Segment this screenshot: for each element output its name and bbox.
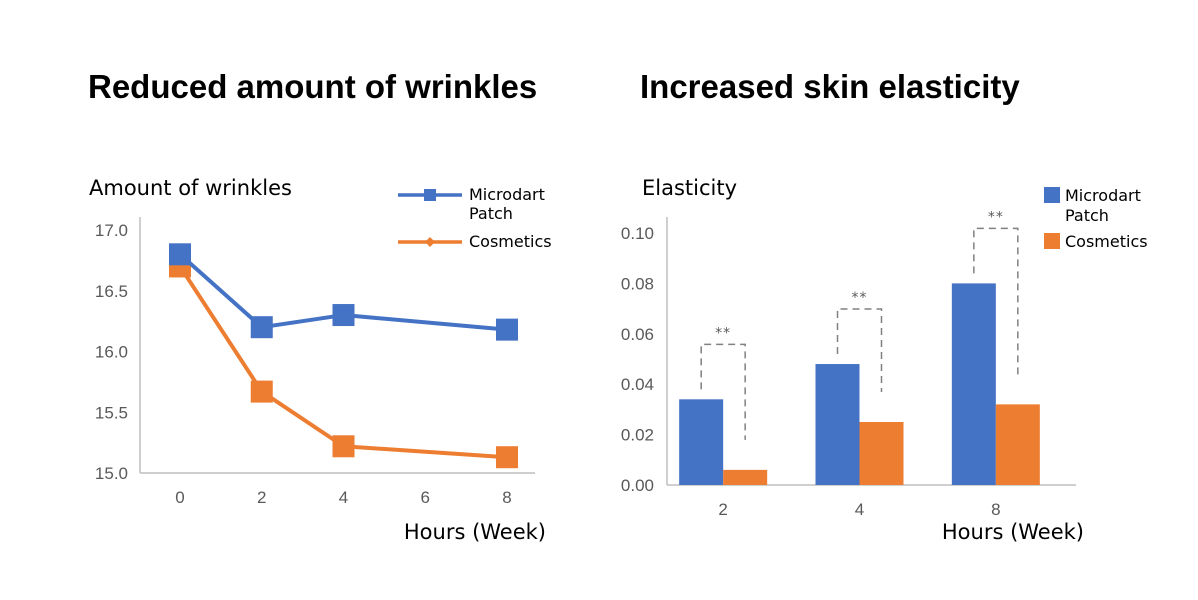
line-chart-x-tick: 8 <box>502 488 511 507</box>
line-point-marker <box>332 304 355 327</box>
line-point-marker <box>332 435 355 458</box>
bar-chart-x-tick: 2 <box>718 500 727 519</box>
line-chart-y-tick: 16.5 <box>95 282 128 301</box>
bar-legend-swatch <box>1044 187 1060 203</box>
significance-marker: ** <box>715 325 731 341</box>
line-legend-label: Microdart <box>469 185 545 204</box>
significance-bracket <box>700 343 746 440</box>
bar-microdart-patch <box>815 364 860 485</box>
bar-chart-title: Increased skin elasticity <box>640 68 1020 105</box>
line-series-cosmetics <box>178 265 508 460</box>
significance-bracket <box>973 227 1019 375</box>
bar-chart-x-tick: 8 <box>991 500 1000 519</box>
bar-microdart-patch <box>679 399 724 485</box>
line-point-marker <box>250 380 273 403</box>
bar-chart-y-tick: 0.06 <box>621 325 654 344</box>
bar-cosmetics <box>723 469 768 485</box>
line-chart-y-tick: 15.0 <box>95 464 128 483</box>
line-point-marker <box>496 446 518 469</box>
bar-chart: 0.10 0.08 0.06 0.04 0.02 0.00 2 ** 4 ** 8 ** Microda… <box>621 186 1148 519</box>
significance-marker: ** <box>988 209 1004 225</box>
bar-microdart-patch <box>951 283 996 485</box>
bar-chart-ylabel: Elasticity <box>642 176 737 200</box>
significance-bracket <box>836 308 883 392</box>
bar-legend-label: Cosmetics <box>1065 232 1148 251</box>
bar-cosmetics <box>995 404 1040 485</box>
line-chart-x-tick: 6 <box>421 488 430 507</box>
bar-chart-y-tick: 0.08 <box>621 274 654 293</box>
bar-chart-x-tick: 4 <box>855 500 864 519</box>
bar-chart-y-tick: 0.04 <box>621 375 654 394</box>
line-chart-ylabel: Amount of wrinkles <box>89 176 292 200</box>
line-chart-title: Reduced amount of wrinkles <box>88 68 538 105</box>
line-chart-x-tick: 0 <box>175 488 184 507</box>
line-legend-label: Cosmetics <box>469 232 552 251</box>
line-legend-label: Patch <box>469 204 513 223</box>
significance-marker: ** <box>852 290 868 306</box>
bar-legend-label: Patch <box>1065 206 1109 225</box>
line-legend-marker <box>425 237 435 247</box>
bar-legend-swatch <box>1044 233 1060 249</box>
line-chart-y-tick: 15.5 <box>95 403 128 422</box>
line-series-microdart-patch <box>178 252 508 332</box>
line-legend-marker <box>424 189 436 201</box>
bar-chart-y-tick: 0.10 <box>621 224 654 243</box>
bar-chart-xlabel: Hours (Week) <box>942 520 1084 544</box>
line-point-marker <box>250 316 273 339</box>
line-point-marker <box>169 243 191 266</box>
line-chart-xlabel: Hours (Week) <box>404 520 546 544</box>
line-chart-x-tick: 4 <box>339 488 348 507</box>
bar-chart-y-tick: 0.00 <box>621 476 654 495</box>
line-chart-y-tick: 16.0 <box>95 343 128 362</box>
line-point-marker <box>496 318 518 341</box>
bar-legend-label: Microdart <box>1065 186 1141 205</box>
line-chart-x-tick: 2 <box>257 488 266 507</box>
line-chart-y-tick: 17.0 <box>95 221 128 240</box>
bar-cosmetics <box>859 422 904 485</box>
bar-chart-y-tick: 0.02 <box>621 426 654 445</box>
